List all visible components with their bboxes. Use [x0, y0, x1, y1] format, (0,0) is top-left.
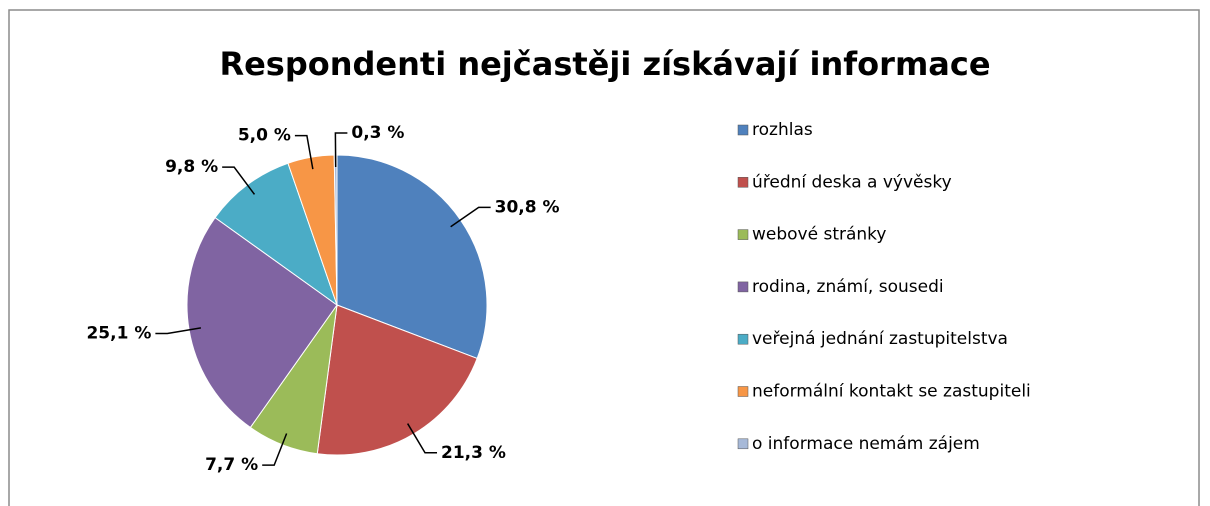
leader-line [450, 206, 491, 228]
data-label: 21,3 % [441, 443, 506, 463]
legend-swatch [737, 386, 749, 397]
legend-label: rodina, známí, sousedi [752, 277, 944, 297]
data-label: 30,8 % [495, 197, 560, 217]
leader-line [334, 132, 348, 168]
leader-line [294, 134, 314, 170]
chart-frame [8, 9, 1200, 506]
legend-label: webové stránky [752, 225, 886, 245]
legend-swatch [737, 333, 749, 345]
data-label: 0,3 % [351, 123, 404, 143]
leader-line [406, 423, 438, 454]
legend-swatch [737, 177, 749, 188]
legend-label: neformální kontakt se zastupiteli [752, 382, 1031, 402]
legend-label: veřejná jednání zastupitelstva [752, 329, 1008, 349]
legend-label: o informace nemám zájem [752, 434, 980, 454]
leader-line [155, 327, 202, 335]
legend-label: rozhlas [752, 120, 813, 140]
legend-swatch [737, 124, 749, 136]
legend-swatch [737, 229, 749, 240]
legend-swatch [737, 281, 749, 293]
data-label: 5,0 % [238, 126, 291, 146]
data-label: 25,1 % [86, 324, 151, 344]
data-label: 7,7 % [205, 455, 258, 475]
leader-line [262, 433, 288, 466]
legend-swatch [737, 438, 749, 450]
data-label: 9,8 % [165, 157, 218, 177]
leader-line [222, 166, 256, 195]
chart-title: Respondenti nejčastěji získávají informa… [219, 45, 990, 83]
legend-label: úřední deska a vývěsky [752, 172, 952, 192]
